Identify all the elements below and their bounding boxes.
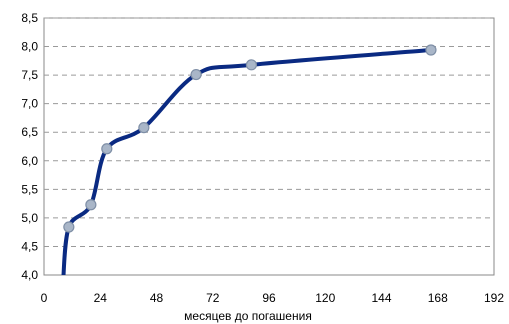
x-tick-label: 96 [262, 291, 276, 305]
y-axis: 4,0 4,5 5,0 5,5 6,0 6,5 7,0 7,5 8,0 8,5 [21, 11, 38, 282]
y-tick-label: 6,0 [21, 154, 38, 168]
y-tick-label: 6,5 [21, 125, 38, 139]
x-tick-label: 168 [428, 291, 448, 305]
data-point [85, 199, 97, 211]
x-tick-label: 24 [94, 291, 108, 305]
data-point [101, 143, 113, 155]
y-tick-label: 8,0 [21, 40, 38, 54]
x-tick-label: 72 [206, 291, 220, 305]
y-tick-label: 5,5 [21, 182, 38, 196]
data-point [63, 221, 75, 233]
x-tick-label: 48 [150, 291, 164, 305]
data-point [245, 59, 258, 71]
y-tick-label: 5,0 [21, 211, 38, 225]
x-axis: 0 24 48 72 96 120 144 168 192 [41, 291, 505, 305]
series-group [61, 44, 437, 275]
x-tick-label: 120 [315, 291, 335, 305]
y-tick-label: 7,0 [21, 97, 38, 111]
x-tick-label: 144 [371, 291, 391, 305]
y-tick-label: 7,5 [21, 68, 38, 82]
data-point [138, 122, 150, 134]
y-tick-label: 4,5 [21, 239, 38, 253]
x-tick-label: 192 [484, 291, 504, 305]
data-point [190, 68, 202, 81]
grid-lines [44, 17, 494, 247]
x-tick-label: 0 [41, 291, 48, 305]
series-line [61, 47, 432, 275]
y-tick-label: 8,5 [21, 11, 38, 25]
x-axis-label: месяцев до погашения [184, 309, 312, 323]
y-tick-label: 4,0 [21, 268, 38, 282]
data-point [425, 44, 437, 56]
